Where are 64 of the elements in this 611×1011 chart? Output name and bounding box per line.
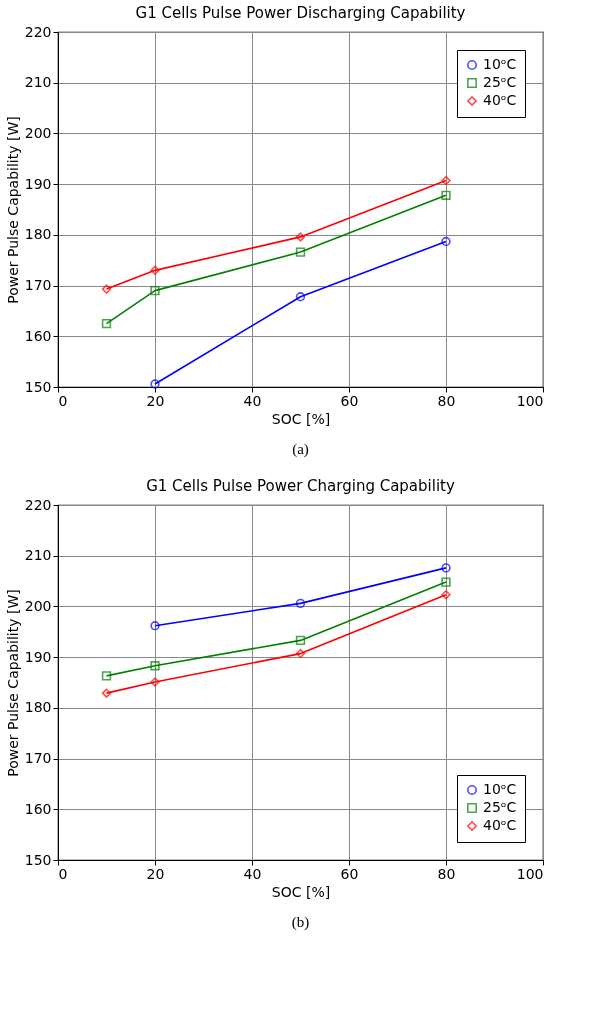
x-tick-label: 60 xyxy=(340,392,359,409)
y-tick-label: 150 xyxy=(24,378,52,395)
point xyxy=(150,379,160,389)
y-tick-label: 220 xyxy=(24,23,52,40)
x-tick-label: 60 xyxy=(340,865,359,882)
point xyxy=(150,265,160,276)
point xyxy=(295,598,306,609)
point xyxy=(295,232,306,242)
legend-label: 10ᵒC xyxy=(483,781,517,797)
y-tick-label: 200 xyxy=(24,597,52,614)
point xyxy=(441,236,451,247)
x-tick-label: 40 xyxy=(243,865,262,882)
point xyxy=(101,671,112,681)
chart-title: G1 Cells Pulse Power Discharging Capability xyxy=(135,4,466,22)
point xyxy=(295,292,306,302)
x-axis-title: SOC [%] xyxy=(271,410,331,427)
legend-label: 25ᵒC xyxy=(483,74,517,90)
legend-label: 40ᵒC xyxy=(483,92,517,108)
y-tick-label: 160 xyxy=(24,800,52,817)
chart-title: G1 Cells Pulse Power Charging Capability xyxy=(146,477,455,495)
point xyxy=(441,175,451,186)
point xyxy=(441,190,451,200)
y-axis-title: Power Pulse Capability [W] xyxy=(4,589,21,777)
y-tick-label: 200 xyxy=(24,124,52,141)
y-tick-label: 150 xyxy=(24,851,52,868)
x-tick-label: 100 xyxy=(516,392,544,409)
x-tick-label: 20 xyxy=(146,392,165,409)
y-tick-label: 160 xyxy=(24,327,52,344)
y-tick-label: 170 xyxy=(24,750,52,767)
x-tick-label: 80 xyxy=(437,392,456,409)
y-tick-label: 180 xyxy=(24,226,52,243)
y-tick-label: 170 xyxy=(24,277,52,294)
x-tick-label: 100 xyxy=(516,865,544,882)
point xyxy=(101,318,112,329)
y-tick-label: 210 xyxy=(24,74,52,91)
point xyxy=(295,635,306,646)
point xyxy=(295,247,306,257)
y-tick-label: 190 xyxy=(24,175,52,192)
point xyxy=(150,285,160,296)
legend-label: 25ᵒC xyxy=(483,799,517,815)
y-tick-label: 180 xyxy=(24,699,52,716)
y-tick-label: 220 xyxy=(24,496,52,513)
x-axis-title: SOC [%] xyxy=(271,883,331,900)
x-tick-label: 40 xyxy=(243,392,262,409)
y-tick-label: 210 xyxy=(24,547,52,564)
x-tick-label: 0 xyxy=(58,865,68,882)
point xyxy=(441,563,451,573)
point xyxy=(101,284,112,294)
text: (b) xyxy=(291,914,310,931)
y-tick-label: 190 xyxy=(24,648,52,665)
point xyxy=(295,648,306,659)
x-tick-label: 0 xyxy=(58,392,68,409)
point xyxy=(101,688,112,698)
legend-label: 40ᵒC xyxy=(483,817,517,833)
point xyxy=(150,677,160,687)
x-tick-label: 80 xyxy=(437,865,456,882)
point xyxy=(150,621,160,631)
text: (a) xyxy=(292,441,309,458)
y-axis-title: Power Pulse Capability [W] xyxy=(4,116,21,304)
x-tick-label: 20 xyxy=(146,865,165,882)
point xyxy=(441,590,451,600)
legend-label: 10ᵒC xyxy=(483,56,517,72)
point xyxy=(150,661,160,671)
point xyxy=(441,577,451,587)
